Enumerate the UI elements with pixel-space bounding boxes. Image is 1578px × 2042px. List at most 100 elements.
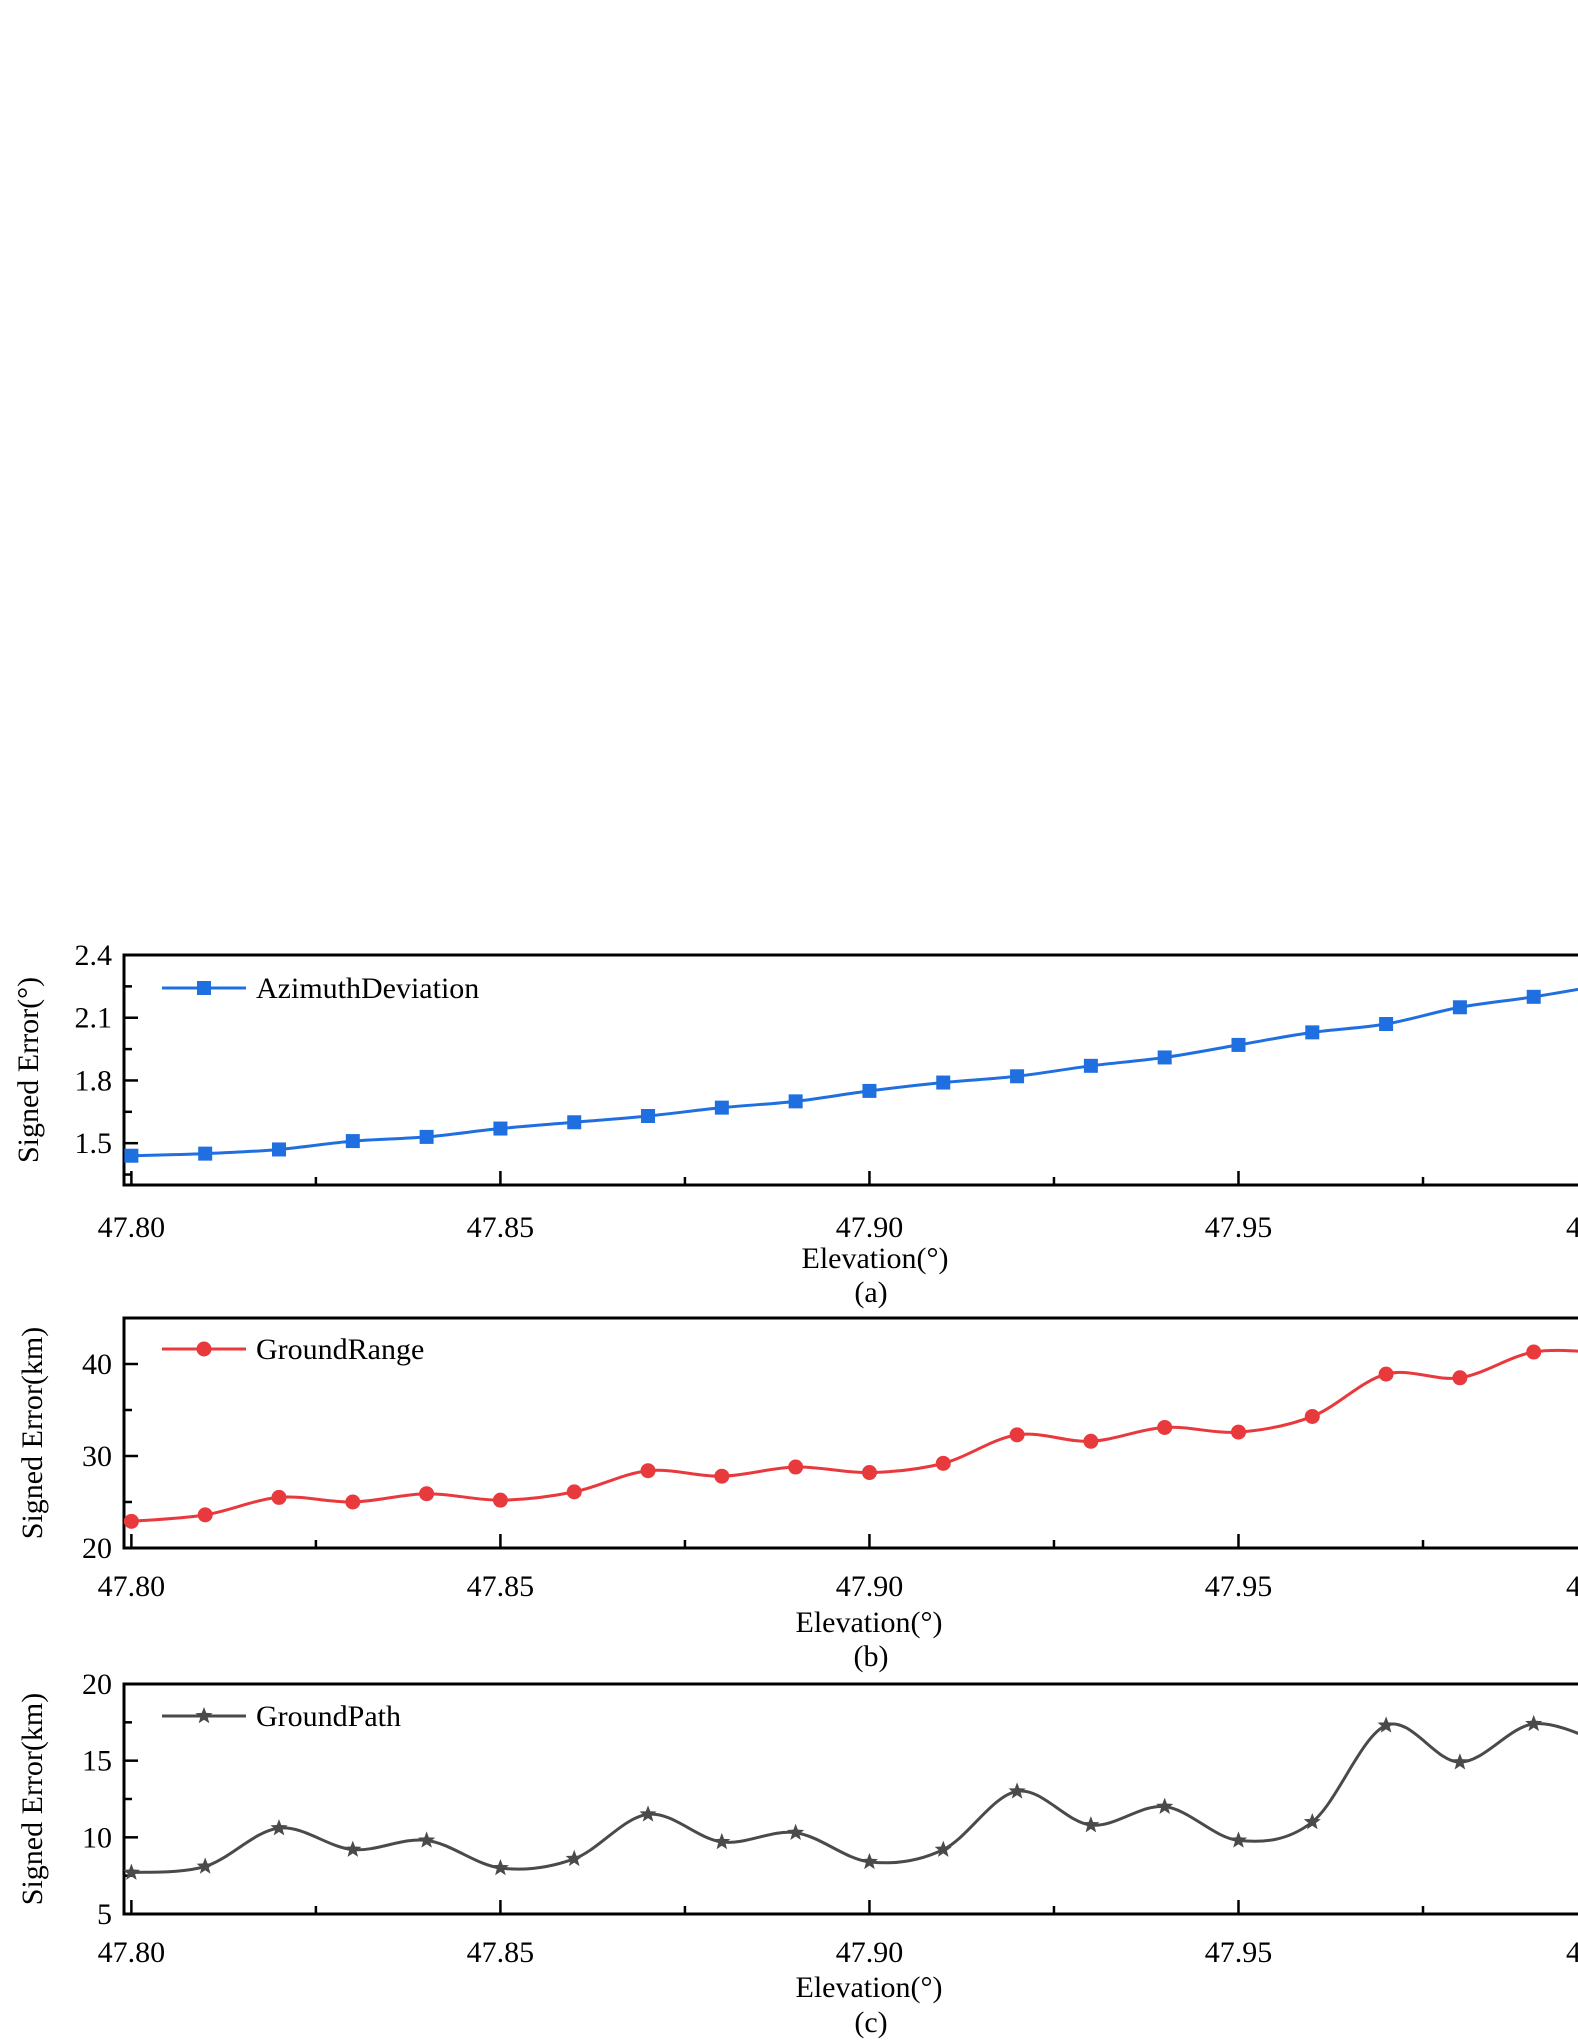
x-tick-label: 47.80 (98, 1936, 166, 1969)
data-point (1083, 1433, 1099, 1449)
data-point (1526, 989, 1541, 1004)
series-group (124, 1344, 1578, 1529)
data-point (860, 1852, 879, 1870)
data-point (1303, 1813, 1321, 1830)
data-point (271, 1489, 287, 1505)
data-point (418, 1831, 436, 1848)
x-tick-label: 47.95 (1205, 1211, 1273, 1244)
axes-frame (122, 1316, 1578, 1550)
data-point (1452, 1370, 1468, 1386)
data-point (1525, 1714, 1543, 1732)
data-point (787, 1823, 805, 1841)
panel-ground-path: 5 10 15 20 47.80 47.85 47.90 47.95 4 Elevation(°)… (16, 1668, 1578, 2039)
legend-marker (196, 1341, 212, 1357)
series-line (131, 987, 1578, 1158)
legend-label: GroundRange (256, 1333, 424, 1366)
data-point (567, 1115, 582, 1130)
data-point (419, 1129, 434, 1144)
y-axis-title: Signed Error(°) (12, 977, 45, 1163)
y-axis-title: Signed Error(km) (16, 1693, 49, 1905)
panel-azimuth-deviation: 1.5 1.8 2.1 2.4 47.80 47.85 47.90 47.95 4 Elevati… (12, 939, 1578, 1309)
y-tick-label: 1.5 (75, 1127, 113, 1160)
y-tick-label: 2.4 (75, 939, 113, 972)
data-point (1304, 1408, 1320, 1424)
data-point (1229, 1831, 1248, 1848)
panel-caption: (b) (854, 1640, 889, 1673)
x-tick-label: 47.95 (1205, 1570, 1273, 1603)
data-point (1083, 1058, 1098, 1073)
data-point (1452, 1000, 1467, 1015)
y-tick-label: 1.8 (75, 1064, 113, 1097)
data-point (936, 1075, 951, 1090)
series-group (124, 1714, 1578, 1880)
data-point (639, 1805, 657, 1822)
data-point (1379, 1017, 1394, 1031)
data-point (1231, 1037, 1246, 1052)
data-point (1009, 1427, 1025, 1443)
data-point (862, 1083, 877, 1098)
data-point (344, 1840, 362, 1857)
data-point (124, 1513, 139, 1529)
panel-ground-range: 20 30 40 47.80 47.85 47.90 47.95 4 Elevation(°) S… (16, 1316, 1578, 1673)
y-axis-title: Signed Error(km) (16, 1327, 49, 1539)
data-point (565, 1849, 583, 1867)
x-tick-label: 47.85 (467, 1211, 535, 1244)
legend-marker (195, 1707, 213, 1724)
y-tick-label: 20 (82, 1532, 112, 1565)
x-tick-label: 47.80 (98, 1211, 166, 1244)
data-point (1378, 1366, 1394, 1382)
x-axis-title: Elevation(°) (802, 1242, 949, 1275)
data-point (196, 1857, 214, 1874)
data-point (566, 1484, 582, 1500)
data-point (1526, 1344, 1542, 1360)
y-tick-label: 15 (82, 1745, 112, 1778)
series-line (131, 1348, 1578, 1523)
data-point (197, 1507, 213, 1523)
data-point (345, 1134, 360, 1149)
y-tick-label: 2.1 (75, 1002, 113, 1035)
data-point (1156, 1797, 1174, 1814)
x-tick-label-cut: 4 (1566, 1936, 1578, 1969)
x-axis-title: Elevation(°) (796, 1971, 943, 2004)
data-point (1451, 1753, 1469, 1770)
x-axis-title: Elevation(°) (796, 1606, 943, 1639)
data-point (1010, 1069, 1025, 1084)
x-tick-label: 47.85 (467, 1570, 535, 1603)
axes-frame (122, 953, 1578, 1187)
legend-label: GroundPath (256, 1700, 401, 1733)
legend: AzimuthDeviation (162, 972, 479, 1005)
data-point (493, 1121, 508, 1136)
data-point (641, 1109, 656, 1123)
data-point (1082, 1816, 1100, 1833)
data-point (492, 1492, 508, 1508)
data-point (1377, 1716, 1395, 1733)
data-point (713, 1832, 731, 1850)
data-point (788, 1459, 804, 1475)
data-point (124, 1148, 139, 1163)
data-point (271, 1142, 286, 1157)
data-point (1230, 1424, 1246, 1440)
y-tick-label: 40 (82, 1348, 112, 1381)
x-tick-label: 47.90 (836, 1936, 904, 1969)
data-point (1157, 1419, 1173, 1435)
data-point (1008, 1782, 1026, 1799)
data-point (640, 1463, 656, 1479)
legend: GroundPath (162, 1700, 401, 1733)
legend-marker (197, 981, 211, 995)
data-point (270, 1819, 288, 1836)
y-tick-label: 10 (82, 1821, 112, 1854)
panel-caption: (c) (854, 2006, 887, 2039)
legend-label: AzimuthDeviation (256, 972, 479, 1005)
x-tick-label-cut: 4 (1566, 1570, 1578, 1603)
x-tick-label-cut: 4 (1566, 1211, 1578, 1244)
y-tick-label: 20 (82, 1668, 112, 1701)
legend: GroundRange (162, 1333, 424, 1366)
data-point (861, 1465, 877, 1481)
data-point (1305, 1025, 1320, 1040)
data-point (934, 1840, 952, 1857)
data-point (124, 1863, 140, 1880)
data-point (714, 1100, 729, 1115)
panel-caption: (a) (854, 1276, 887, 1309)
series-group (124, 987, 1578, 1163)
